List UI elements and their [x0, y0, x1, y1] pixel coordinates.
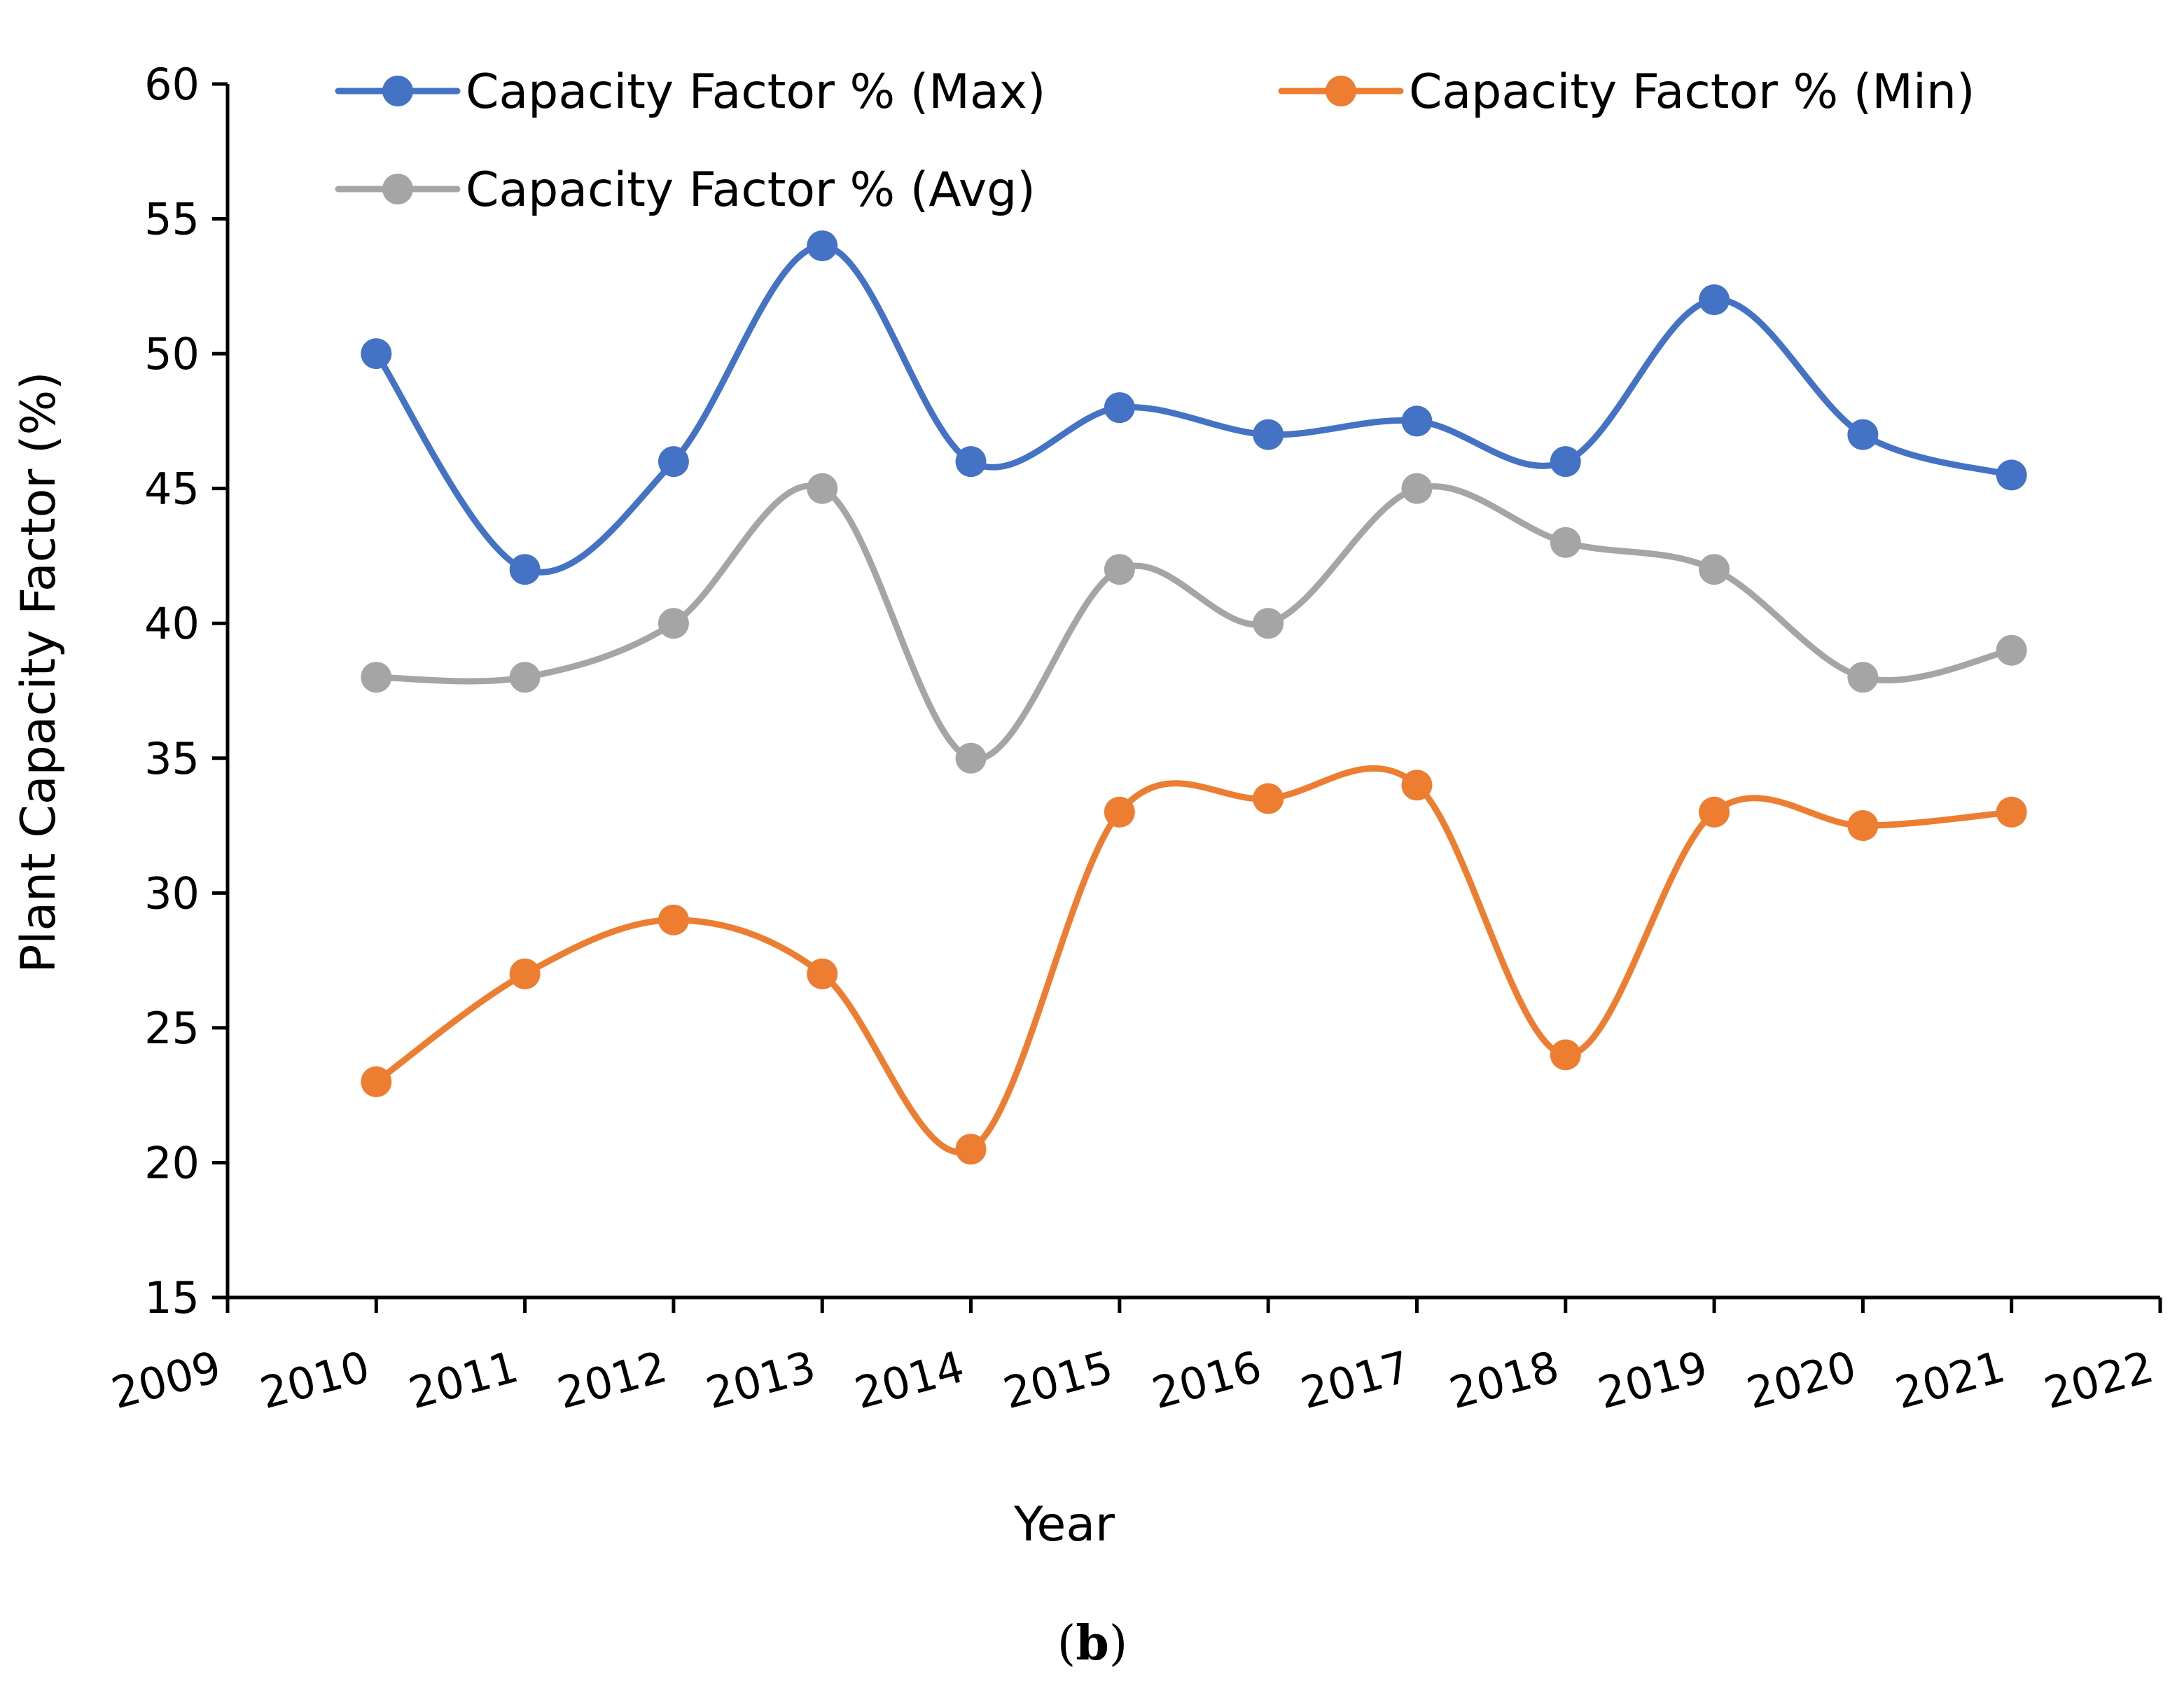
legend-label: Capacity Factor % (Min)	[1409, 64, 1975, 120]
series-min-point	[1253, 783, 1284, 814]
series-min-point	[1847, 810, 1879, 842]
legend-swatch-marker	[1326, 76, 1356, 106]
series-max-point	[807, 230, 838, 262]
series-avg-point	[1847, 662, 1879, 693]
series-max-point	[1253, 419, 1284, 450]
y-tick-label: 60	[144, 59, 200, 110]
y-tick-label: 30	[144, 868, 200, 919]
caption-letter: b	[1076, 1615, 1109, 1671]
x-tick-label: 2018	[1444, 1341, 1564, 1419]
chart-axes: 15 20 25 30 35 40 45 50 55 60 2009 2010 2011 2012 2013…	[106, 59, 2162, 1419]
y-tick-label: 40	[144, 598, 200, 649]
x-tick-label: 2020	[1741, 1341, 1861, 1419]
x-tick-label: 2011	[403, 1341, 523, 1419]
legend-swatch-marker	[382, 174, 413, 204]
legend-swatch-marker	[382, 76, 413, 106]
series-min-line	[373, 765, 2015, 1155]
series-min-point	[361, 1066, 392, 1097]
legend-label: Capacity Factor % (Max)	[466, 64, 1045, 120]
legend-item-avg: Capacity Factor % (Avg)	[335, 162, 1036, 218]
series-min-point	[1699, 796, 1730, 828]
series-layer	[361, 230, 2027, 1165]
series-max-point	[1699, 284, 1730, 316]
series-avg-point	[1401, 473, 1433, 504]
x-tick-label: 2022	[2039, 1341, 2159, 1419]
x-axis-title: Year	[1013, 1497, 1115, 1552]
caption-open-paren: (	[1057, 1616, 1076, 1671]
x-tick-label: 2019	[1593, 1341, 1713, 1419]
x-tick-label: 2015	[998, 1341, 1118, 1419]
y-tick-label: 55	[144, 194, 200, 245]
series-avg-point	[1699, 554, 1730, 585]
series-min-point	[509, 958, 541, 989]
y-tick-label: 35	[144, 733, 200, 784]
series-min-point	[658, 904, 689, 935]
y-tick-label: 25	[144, 1003, 200, 1054]
series-min-point	[955, 1134, 987, 1165]
series-avg-point	[807, 473, 838, 504]
series-max-point	[361, 338, 392, 370]
series-max-point	[1104, 392, 1135, 424]
legend: Capacity Factor % (Max) Capacity Factor %…	[335, 64, 1975, 218]
x-tick-label: 2012	[552, 1341, 672, 1419]
series-avg-point	[509, 662, 541, 693]
series-avg-point	[1996, 634, 2027, 666]
series-avg-point	[1253, 608, 1284, 639]
series-max-point	[1996, 459, 2027, 491]
x-tick-label: 2016	[1147, 1341, 1267, 1419]
x-tick-label: 2017	[1295, 1341, 1415, 1419]
series-min-point	[807, 958, 838, 989]
series-avg-point	[658, 608, 689, 639]
series-max-point	[1401, 405, 1433, 437]
y-tick-label: 50	[144, 328, 200, 380]
y-tick-label: 20	[144, 1137, 200, 1188]
figure-caption: (b)	[1057, 1615, 1128, 1671]
series-max-point	[1847, 419, 1879, 450]
series-avg-point	[361, 662, 392, 693]
series-max-point	[658, 446, 689, 478]
series-avg-point	[1104, 554, 1135, 585]
series-avg-line	[373, 482, 2015, 763]
series-max-line	[373, 242, 2015, 576]
series-min-point	[1550, 1039, 1581, 1071]
caption-close-paren: )	[1109, 1616, 1128, 1671]
series-min-point	[1104, 796, 1135, 828]
series-min	[361, 765, 2027, 1165]
series-min-point	[1996, 796, 2027, 828]
x-tick-label: 2013	[701, 1341, 821, 1419]
series-avg-point	[955, 742, 987, 774]
x-tick-label: 2010	[255, 1341, 375, 1419]
series-avg-point	[1550, 527, 1581, 558]
legend-label: Capacity Factor % (Avg)	[466, 162, 1036, 218]
x-tick-label: 2009	[106, 1341, 226, 1419]
y-axis-title: Plant Capacity Factor (%)	[11, 371, 67, 973]
series-max-point	[1550, 446, 1581, 478]
legend-item-min: Capacity Factor % (Min)	[1278, 64, 1975, 120]
series-min-point	[1401, 770, 1433, 801]
y-tick-label: 45	[144, 464, 200, 515]
y-tick-label: 15	[144, 1272, 200, 1323]
series-max	[361, 230, 2027, 585]
series-max-point	[509, 554, 541, 585]
x-tick-label: 2014	[849, 1341, 969, 1419]
series-max-point	[955, 446, 987, 478]
legend-item-max: Capacity Factor % (Max)	[335, 64, 1045, 120]
series-avg	[361, 473, 2027, 774]
x-tick-label: 2021	[1890, 1341, 2010, 1419]
